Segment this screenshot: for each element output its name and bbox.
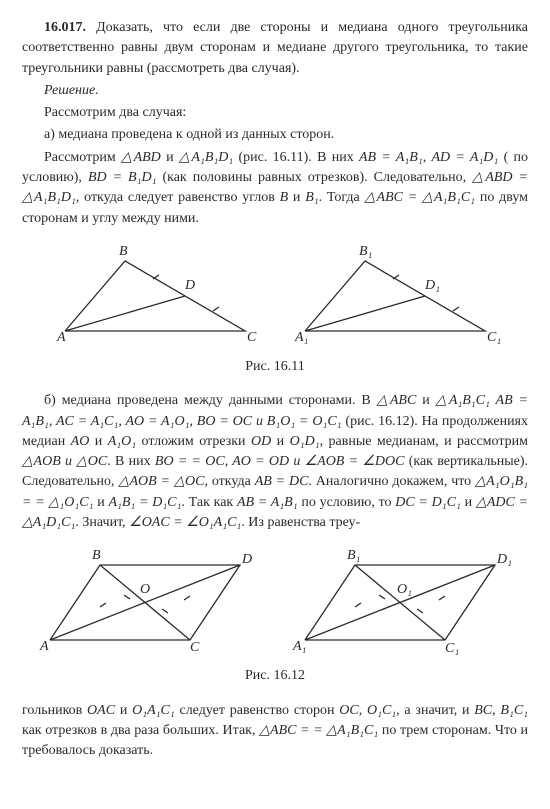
label-B1: B₁ (359, 244, 372, 259)
text: и (115, 703, 132, 718)
math: △A₁B₁C₁ (436, 393, 490, 408)
intro: Рассмотрим два случая: (22, 103, 528, 123)
text: и (161, 150, 179, 165)
math: B (280, 190, 289, 205)
math: B₁ (305, 190, 318, 205)
fig2-caption: Рис. 16.12 (22, 666, 528, 686)
text: гольников (22, 703, 87, 718)
figure-16-11: A B C D A₁ B₁ C₁ D₁ (22, 241, 528, 351)
text: и (93, 495, 108, 510)
text: , (359, 703, 367, 718)
label-O: O (140, 582, 150, 597)
text: , а значит, и (396, 703, 474, 718)
label-C1: C₁ (487, 330, 501, 345)
math: DC = D₁C₁ (395, 495, 461, 510)
text: б) медиана проведена между данными сторо… (44, 393, 377, 408)
math: AD = A₁D₁ (431, 150, 498, 165)
math: AO (71, 434, 90, 449)
text: отложим отрезки (136, 434, 251, 449)
text: Рассмотрим (44, 150, 121, 165)
math: O₁D₁ (290, 434, 320, 449)
math: A₁O₁ (108, 434, 136, 449)
label-B: B (119, 244, 128, 259)
case-b-body: б) медиана проведена между данными сторо… (22, 391, 528, 533)
label-C1: C₁ (445, 641, 459, 656)
text: . Аналогично докажем, что (308, 474, 475, 489)
math: B₁C₁ (500, 703, 528, 718)
text: и (461, 495, 476, 510)
text: и (416, 393, 435, 408)
text: . Тогда (319, 190, 365, 205)
label-D1: D₁ (496, 552, 512, 567)
fig1-caption: Рис. 16.11 (22, 357, 528, 377)
math: O₁C₁ (367, 703, 396, 718)
math: △ABD (121, 150, 161, 165)
math: OAC (87, 703, 115, 718)
text: . Из равенства треу- (241, 515, 360, 530)
label-D: D (184, 278, 195, 293)
text: . Так как (181, 495, 237, 510)
math: OD (251, 434, 271, 449)
math: ∠OAC = ∠O₁A₁C₁ (129, 515, 241, 530)
triangle-a1b1c1: A₁ B₁ C₁ D₁ (294, 244, 501, 345)
problem-statement: 16.017. Доказать, что если две стороны и… (22, 18, 528, 79)
text: , откуда следует равенство углов (76, 190, 280, 205)
tail: гольников OAC и O₁A₁C₁ следует равенство… (22, 701, 528, 762)
label-C: C (190, 640, 200, 655)
solution-label: Решение. (22, 81, 528, 101)
problem-number: 16.017. (44, 20, 86, 35)
label-B1: B₁ (347, 548, 360, 563)
figure-16-12: A B C D O A₁ B₁ C₁ D₁ O₁ (22, 545, 528, 660)
parallelogram-a1b1d1c1: A₁ B₁ C₁ D₁ O₁ (292, 548, 512, 656)
text: . Значит, (75, 515, 129, 530)
math: △AOB = △OC (118, 474, 204, 489)
triangles-svg-2: A B C D O A₁ B₁ C₁ D₁ O₁ (30, 545, 520, 660)
label-O1: O₁ (397, 582, 412, 597)
text: по условию, то (298, 495, 396, 510)
parallelogram-abdc: A B C D O (39, 548, 252, 655)
label-D: D (241, 552, 252, 567)
math: △A₁B₁D₁ (179, 150, 233, 165)
text: и (271, 434, 289, 449)
text: следует равенство сторон (175, 703, 340, 718)
math: BD = B₁D₁ (88, 170, 157, 185)
math: △ABС = △A₁B₁C₁ (365, 190, 476, 205)
case-a-body: Рассмотрим △ABD и △A₁B₁D₁ (рис. 16.11). … (22, 148, 528, 229)
text: как отрезков в два раза больших. Итак, (22, 723, 259, 738)
label-A: A (39, 639, 49, 654)
problem-text: Доказать, что если две стороны и медиана… (22, 20, 528, 76)
label-A: A (56, 330, 66, 345)
text: , откуда (204, 474, 254, 489)
label-D1: D₁ (424, 278, 440, 293)
triangle-abc: A B C D (56, 244, 257, 345)
triangles-svg-1: A B C D A₁ B₁ C₁ D₁ (45, 241, 505, 351)
text: , равные медианам, и рассмотрим (320, 434, 528, 449)
text: и (288, 190, 305, 205)
text: (рис. 16.11). В них (233, 150, 359, 165)
text: . В них (107, 454, 155, 469)
math: AB = A₁B₁ (359, 150, 423, 165)
math: O₁A₁C₁ (132, 703, 175, 718)
label-B: B (92, 548, 101, 563)
math: △ABС = = △A₁B₁C₁ (259, 723, 378, 738)
math: AB = A₁B₁ (237, 495, 298, 510)
case-a-title: а) медиана проведена к одной из данных с… (22, 125, 528, 145)
math: A₁B₁ = D₁C₁ (108, 495, 181, 510)
math: △AOB и △OС (22, 454, 107, 469)
label-A1: A₁ (294, 330, 308, 345)
math: OC (339, 703, 358, 718)
math: BC (474, 703, 492, 718)
math: △ABС (377, 393, 417, 408)
math: AB = DC (255, 474, 309, 489)
text: и (89, 434, 107, 449)
label-A1: A₁ (292, 639, 306, 654)
math: BO = = OC, AO = OD и ∠AOB = ∠DOC (155, 454, 405, 469)
text: (как половины равных отрезков). Следоват… (156, 170, 472, 185)
label-C: C (247, 330, 257, 345)
